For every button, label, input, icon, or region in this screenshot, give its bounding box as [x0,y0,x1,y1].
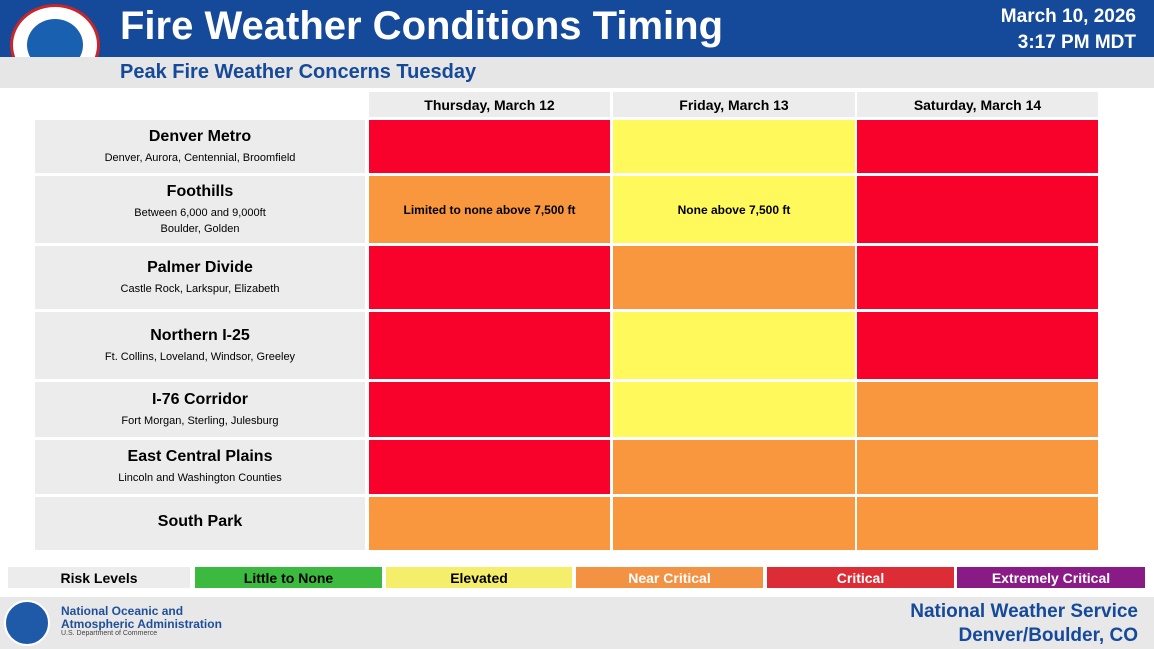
risk-cell [369,246,610,309]
risk-cell [857,120,1098,173]
legend-item: Elevated [386,567,572,588]
risk-cell [613,312,855,379]
row-detail: Denver, Aurora, Centennial, Broomfield [104,151,296,164]
row-name: Foothills [166,182,234,200]
risk-cell [613,246,855,309]
row-label: South Park [35,497,365,550]
row-label: East Central Plains Lincoln and Washingto… [35,440,365,494]
title: Fire Weather Conditions Timing [120,4,724,48]
risk-cell [857,497,1098,550]
legend-title: Risk Levels [8,567,190,588]
subtitle-band [0,57,1154,88]
time: 3:17 PM MDT [1017,32,1136,53]
row-label: Foothills Between 6,000 and 9,000ft Boulde… [35,176,365,243]
row-label: Palmer Divide Castle Rock, Larkspur, Eliz… [35,246,365,309]
legend-item: Critical [767,567,954,588]
row-detail: Boulder, Golden [160,222,240,235]
subtitle: Peak Fire Weather Concerns Tuesday [120,61,477,83]
row-name: I-76 Corridor [151,390,248,408]
risk-cell [613,120,855,173]
row-name: East Central Plains [127,448,273,465]
row-detail: Castle Rock, Larkspur, Elizabeth [120,282,280,295]
risk-cell [613,440,855,494]
legend-item: Near Critical [576,567,763,588]
row-name: South Park [157,512,243,530]
risk-cell [369,440,610,494]
risk-cell [857,176,1098,243]
cell-note: None above 7,500 ft [677,202,791,217]
legend-item: Little to None [195,567,382,588]
office-line: National Weather Service [910,601,1138,622]
row-label: Northern I-25 Ft. Collins, Loveland, Wind… [35,312,365,379]
risk-cell [369,497,610,550]
cell-note: Limited to none above 7,500 ft [403,202,576,217]
risk-cell [857,382,1098,437]
date: March 10, 2026 [1000,6,1136,27]
column-header: Thursday, March 12 [369,92,610,117]
row-name: Northern I-25 [150,326,250,344]
row-name: Denver Metro [148,127,252,145]
risk-cell [857,440,1098,494]
risk-cell [369,382,610,437]
risk-cell [369,312,610,379]
agency-line: Atmospheric Administration [61,617,222,631]
office-line: Denver/Boulder, CO [958,625,1139,646]
row-name: Palmer Divide [147,258,253,276]
column-header: Friday, March 13 [613,92,855,117]
header-band [0,0,1154,57]
row-detail: Between 6,000 and 9,000ft [134,206,266,219]
row-detail: Ft. Collins, Loveland, Windsor, Greeley [104,350,296,363]
row-detail: Fort Morgan, Sterling, Julesburg [121,414,279,427]
column-header: Saturday, March 14 [857,92,1098,117]
risk-cell [369,120,610,173]
agency-line: National Oceanic and [61,604,184,618]
risk-cell [613,497,855,550]
risk-cell [857,312,1098,379]
footer-band [0,597,1154,649]
risk-cell [613,382,855,437]
noaa-logo [4,600,50,646]
legend-item: Extremely Critical [957,567,1145,588]
row-label: I-76 Corridor Fort Morgan, Sterling, Jule… [35,382,365,437]
row-label: Denver Metro Denver, Aurora, Centennial, … [35,120,365,173]
risk-cell: None above 7,500 ft [613,176,855,243]
risk-cell [857,246,1098,309]
risk-cell: Limited to none above 7,500 ft [369,176,610,243]
row-detail: Lincoln and Washington Counties [118,472,282,484]
agency-line: U.S. Department of Commerce [61,630,158,637]
